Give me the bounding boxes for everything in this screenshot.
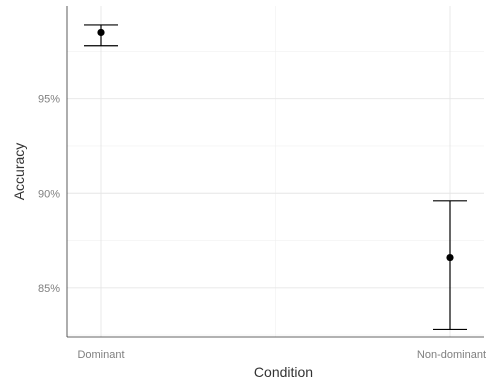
axes — [66, 6, 484, 338]
data-point — [97, 28, 105, 37]
x-axis-title: Condition — [254, 364, 313, 380]
y-tick-label: 90% — [38, 188, 60, 200]
y-axis-title: Accuracy — [11, 143, 27, 201]
x-tick-label: Dominant — [77, 349, 124, 361]
y-tick-label: 85% — [38, 283, 60, 295]
y-tick-label: 95% — [38, 94, 60, 106]
x-tick-label: Non-dominant — [417, 349, 486, 361]
data-point — [446, 253, 454, 262]
tick-labels: 85% 90% 95% Dominant Non-dominant — [38, 94, 486, 361]
data-marks — [84, 24, 467, 331]
